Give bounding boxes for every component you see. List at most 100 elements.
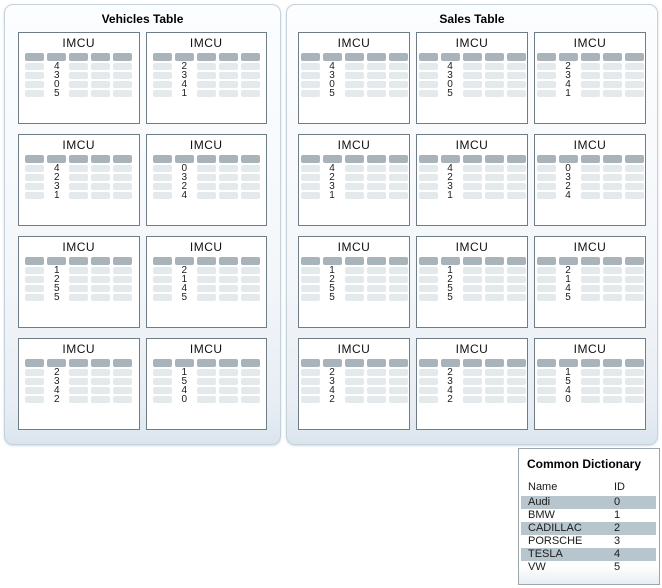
dictionary-code-cell: 0 <box>558 395 578 405</box>
column-header-chip <box>558 155 578 163</box>
column-value-chip <box>218 276 238 283</box>
column-value-chip <box>388 63 408 70</box>
dictionary-code-cell: 4 <box>558 386 578 396</box>
dictionary-code-cell: 5 <box>174 293 194 303</box>
imcu-box: IMCU 4 2 3 1 <box>18 134 140 226</box>
dictionary-code-cell: 3 <box>440 377 460 387</box>
column-value-chip <box>624 285 644 292</box>
column-value-chip <box>602 165 622 172</box>
column-value-chip <box>196 276 216 283</box>
column-value-chip <box>218 165 238 172</box>
dictionary-row-name: CADILLAC <box>528 522 582 534</box>
dictionary-code-cell: 1 <box>47 266 67 276</box>
column-value-chip <box>418 192 438 199</box>
column-value-chip <box>388 276 408 283</box>
column-header-chip <box>322 155 342 163</box>
dictionary-row-id: 2 <box>614 522 621 534</box>
column-value-chip <box>218 294 238 301</box>
column-value-chip <box>69 276 89 283</box>
column-value-chip <box>152 369 172 376</box>
column-value-chip <box>418 72 438 79</box>
dictionary-code-cell: 0 <box>174 164 194 174</box>
column-value-chip <box>196 192 216 199</box>
column-value-chip <box>91 174 111 181</box>
dictionary-code-cell: 5 <box>322 284 342 294</box>
column-header-chip <box>624 155 644 163</box>
column-value-chip <box>300 72 320 79</box>
column-value-chip <box>218 369 238 376</box>
column-value-chip <box>113 192 133 199</box>
column-header-chip <box>440 257 460 265</box>
column-value-chip <box>536 396 556 403</box>
dictionary-code-cell: 5 <box>322 293 342 303</box>
imcu-box: IMCU 1 2 5 5 <box>416 236 528 328</box>
column-value-chip <box>580 183 600 190</box>
column-header-chip <box>440 53 460 61</box>
column-value-chip <box>300 396 320 403</box>
column-value-chip <box>506 81 526 88</box>
column-value-chip <box>484 396 504 403</box>
column-header-chip <box>536 53 556 61</box>
column-value-chip <box>344 285 364 292</box>
dictionary-code-cell: 2 <box>322 368 342 378</box>
column-value-chip <box>69 387 89 394</box>
column-value-chip <box>344 165 364 172</box>
vehicles-table-panel: Vehicles Table IMCU 4 3 0 5 IMCU 2 3 4 1 IMCU 4 2 3 1 I… <box>4 4 281 445</box>
dictionary-row-id: 3 <box>614 535 621 547</box>
column-header-chip <box>174 53 194 61</box>
column-value-chip <box>300 174 320 181</box>
imcu-label: IMCU <box>455 138 489 152</box>
common-dictionary-table: Name ID Audi 0 BMW 1 CADILLAC 2 PORSCHE 3 TESLA 4… <box>519 481 659 574</box>
column-value-chip <box>300 81 320 88</box>
column-header-chip <box>624 359 644 367</box>
column-header-chip <box>322 257 342 265</box>
column-value-chip <box>240 72 260 79</box>
column-value-chip <box>196 63 216 70</box>
column-header-chip <box>388 359 408 367</box>
column-value-chip <box>580 81 600 88</box>
column-header-chip <box>558 359 578 367</box>
imcu-label: IMCU <box>189 36 223 50</box>
column-value-chip <box>624 369 644 376</box>
column-value-chip <box>152 90 172 97</box>
column-value-chip <box>152 267 172 274</box>
column-value-chip <box>506 294 526 301</box>
column-value-chip <box>25 285 45 292</box>
column-value-chip <box>388 387 408 394</box>
dictionary-code-cell: 5 <box>47 89 67 99</box>
dictionary-code-cell: 0 <box>47 80 67 90</box>
column-value-chip <box>91 378 111 385</box>
column-value-chip <box>418 369 438 376</box>
column-value-chip <box>388 294 408 301</box>
column-value-chip <box>602 396 622 403</box>
column-header-chip <box>113 155 133 163</box>
column-value-chip <box>580 276 600 283</box>
column-header-chip <box>580 359 600 367</box>
dictionary-code-cell: 1 <box>558 275 578 285</box>
column-value-chip <box>388 165 408 172</box>
column-value-chip <box>25 294 45 301</box>
dictionary-code-cell: 4 <box>558 191 578 201</box>
column-value-chip <box>366 192 386 199</box>
column-value-chip <box>218 285 238 292</box>
column-value-chip <box>602 63 622 70</box>
imcu-box: IMCU 4 3 0 5 <box>18 32 140 124</box>
column-value-chip <box>344 369 364 376</box>
column-value-chip <box>462 378 482 385</box>
dictionary-code-cell: 5 <box>440 284 460 294</box>
dictionary-code-cell: 0 <box>558 164 578 174</box>
imcu-label: IMCU <box>455 36 489 50</box>
column-value-chip <box>418 285 438 292</box>
column-value-chip <box>536 294 556 301</box>
column-value-chip <box>580 387 600 394</box>
dictionary-code-cell: 5 <box>558 377 578 387</box>
column-header-chip <box>47 155 67 163</box>
column-value-chip <box>602 285 622 292</box>
column-header-chip <box>484 155 504 163</box>
column-value-chip <box>91 369 111 376</box>
